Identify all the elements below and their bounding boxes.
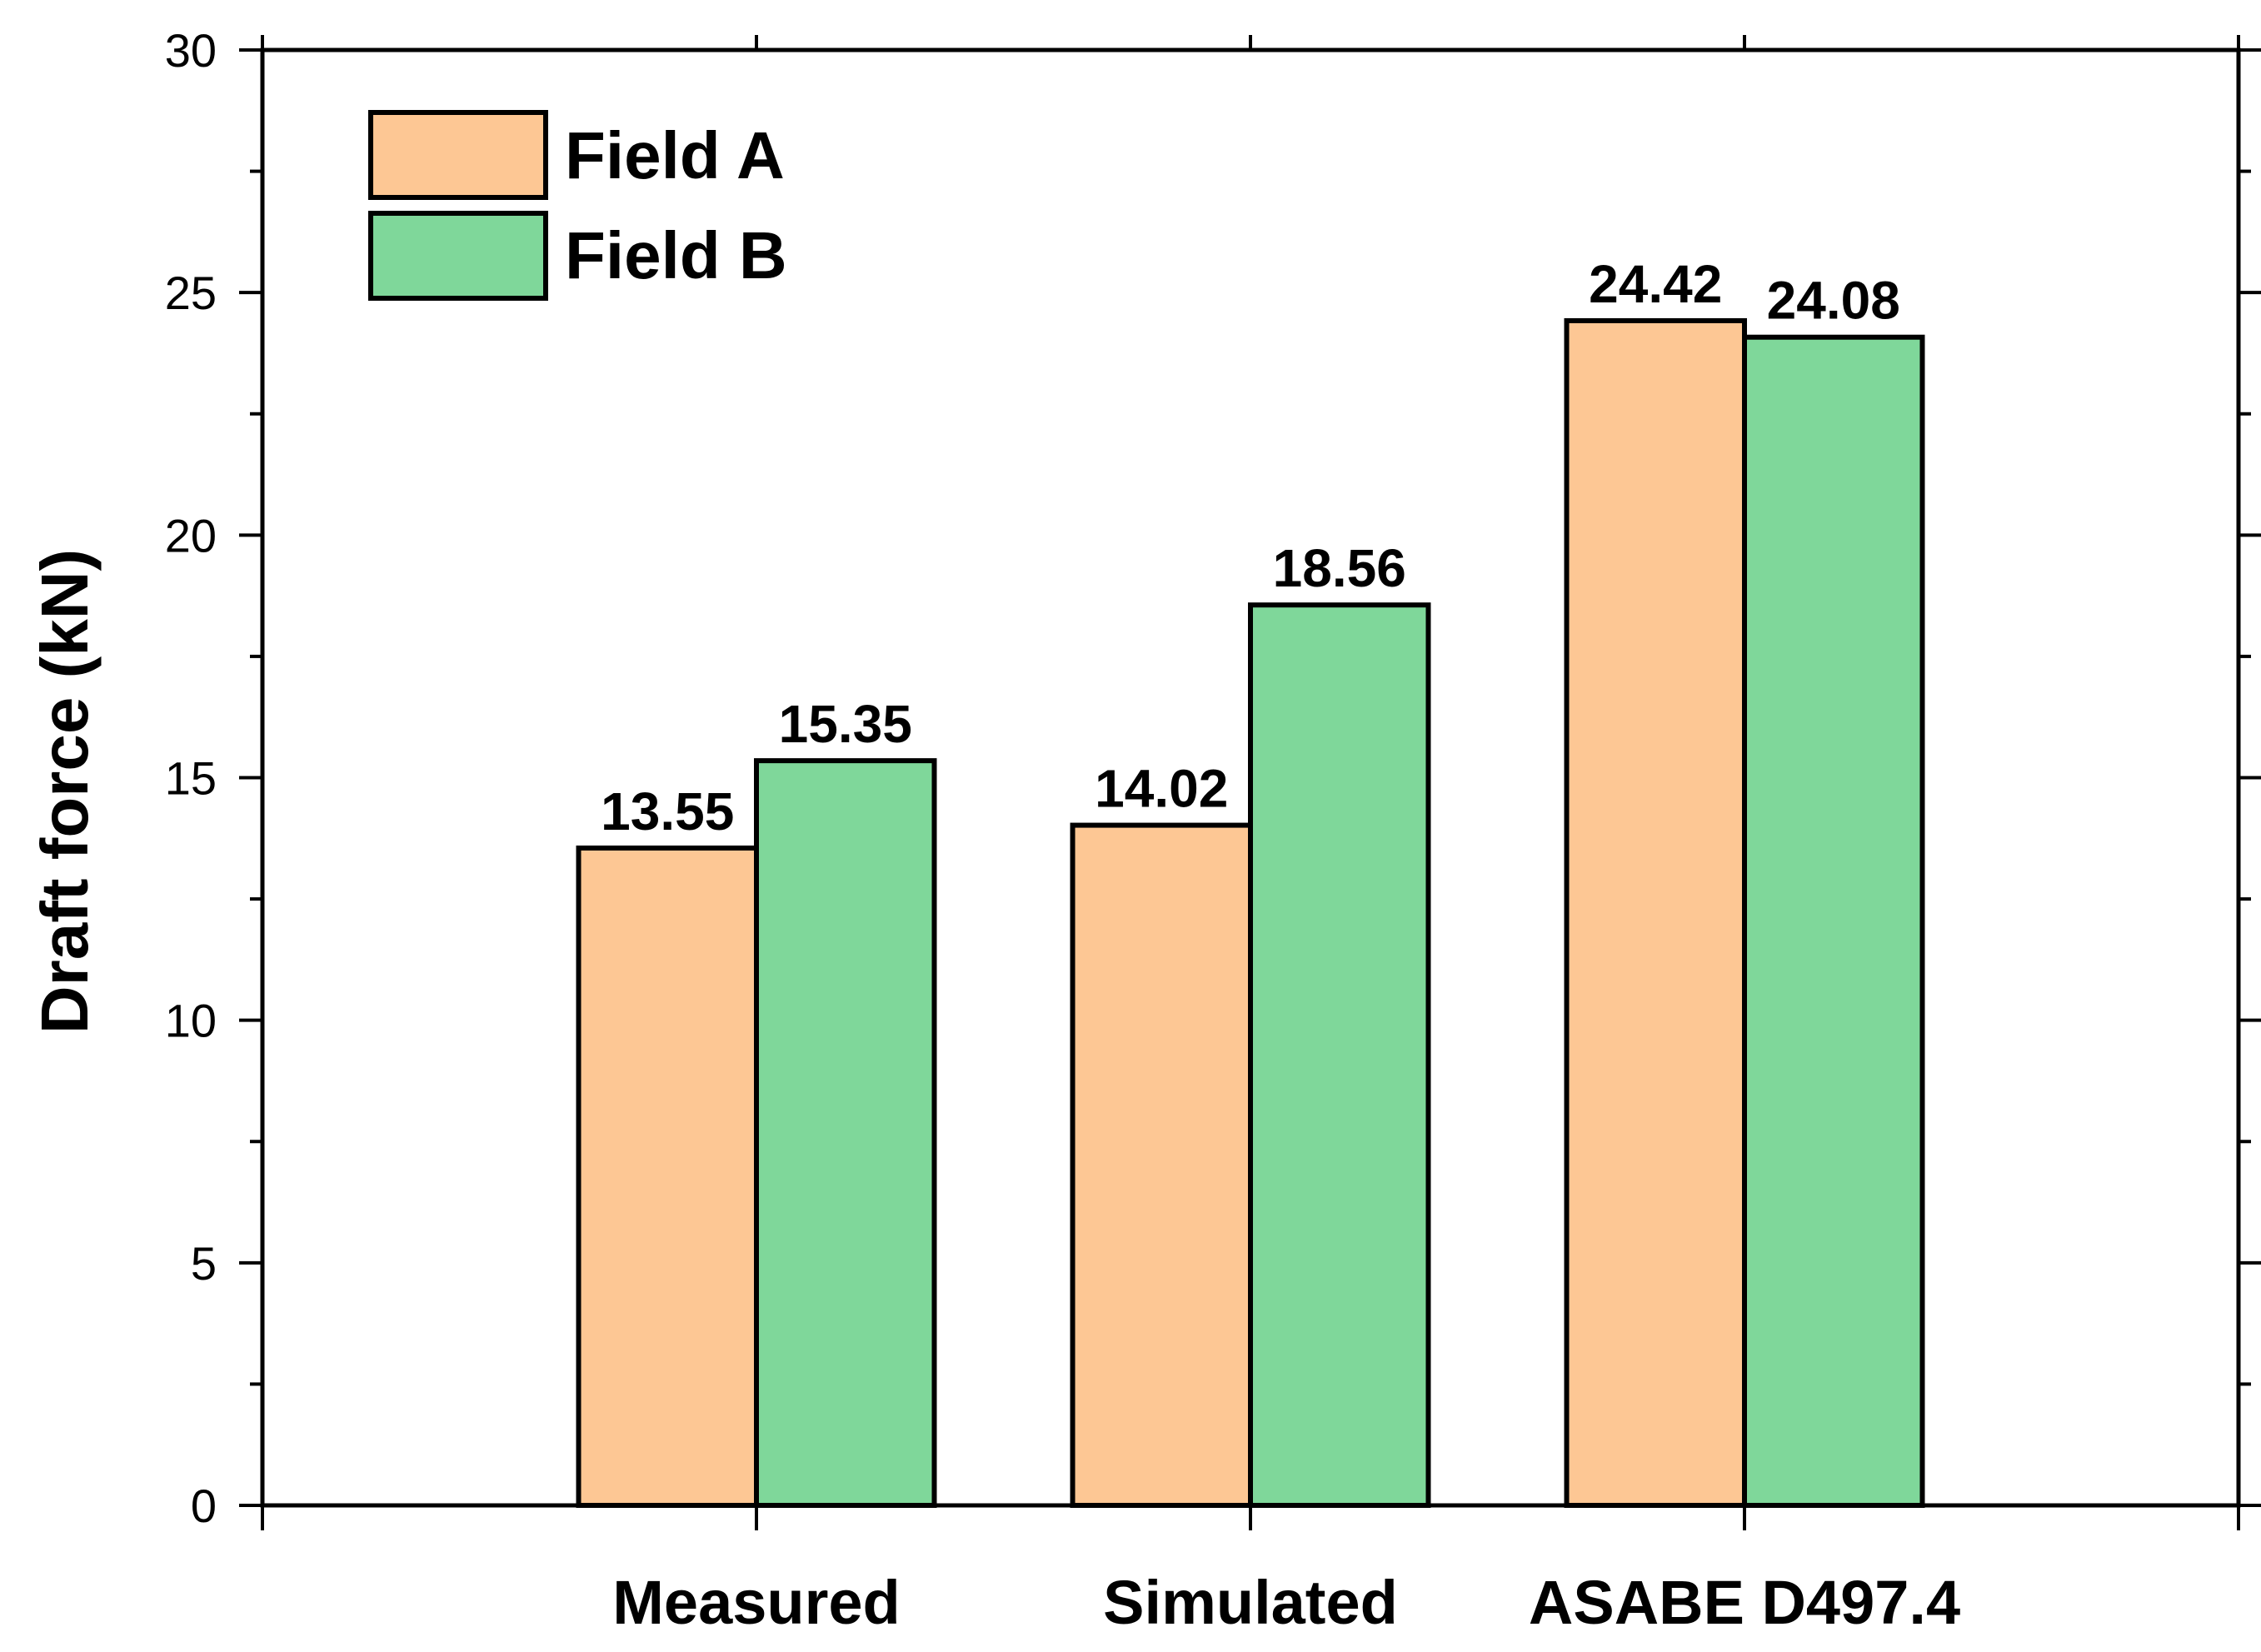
- legend: Field A Field B: [368, 110, 787, 301]
- legend-swatch-field-a: [368, 110, 548, 200]
- bars-group: [576, 317, 1925, 1508]
- bar-field-a: [1070, 822, 1254, 1508]
- bar-field-a: [576, 845, 760, 1508]
- x-category-label: ASABE D497.4: [1529, 1568, 1960, 1637]
- bar-value-label: 24.08: [1767, 271, 1900, 331]
- y-tick-label: 15: [165, 752, 217, 805]
- x-category-label: Simulated: [1103, 1568, 1398, 1637]
- y-tick-label: 0: [191, 1480, 217, 1532]
- legend-label-field-b: Field B: [565, 218, 787, 292]
- bar-value-label: 18.56: [1273, 538, 1406, 598]
- y-tick-label: 10: [165, 995, 217, 1047]
- y-tick-label: 30: [165, 24, 217, 77]
- x-category-label: Measured: [612, 1568, 900, 1637]
- x-axis: Measured Simulated ASABE D497.4: [261, 35, 2240, 1637]
- bar-field-a: [1564, 317, 1748, 1508]
- y-axis-title: Draft force (kN): [27, 549, 102, 1034]
- y-tick-label: 5: [191, 1237, 217, 1290]
- legend-label-field-a: Field A: [565, 118, 785, 192]
- legend-swatch-field-b: [368, 211, 548, 301]
- bar-value-label: 13.55: [601, 781, 734, 841]
- data-labels-group: 13.55 14.02 24.42 15.35 18.56 24.08: [601, 254, 1900, 841]
- y-tick-label: 25: [165, 267, 217, 319]
- bar-field-b: [1248, 602, 1431, 1508]
- bar-field-b: [1742, 334, 1925, 1508]
- y-tick-label: 20: [165, 509, 217, 561]
- y-axis: 0 5 10 15 20 25 30: [165, 24, 2261, 1532]
- bar-value-label: 14.02: [1095, 759, 1228, 819]
- bar-value-label: 15.35: [779, 694, 912, 754]
- bar-value-label: 24.42: [1589, 254, 1722, 314]
- bar-field-b: [754, 758, 937, 1508]
